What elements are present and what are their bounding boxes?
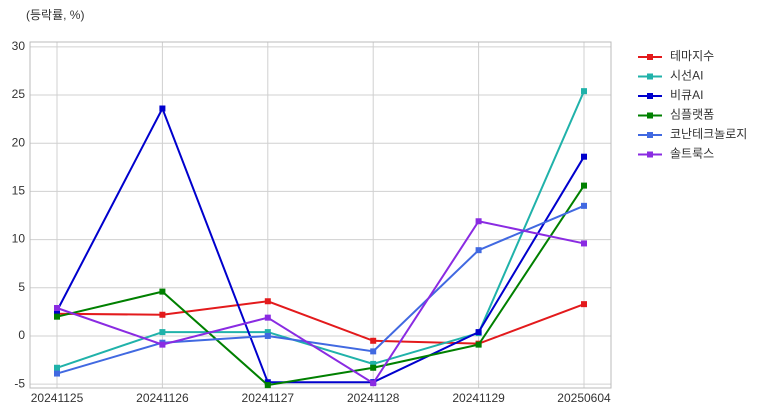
plot-frame <box>29 41 612 389</box>
point <box>264 332 271 339</box>
point <box>264 314 271 321</box>
x-tick-label: 20241125 <box>31 391 84 405</box>
series-line <box>56 106 585 384</box>
point <box>370 337 377 344</box>
series-line <box>56 185 585 387</box>
point <box>475 341 482 348</box>
point <box>159 329 166 336</box>
point <box>581 202 587 209</box>
point <box>54 364 60 371</box>
point <box>159 288 166 295</box>
x-tick-label: 20241129 <box>452 391 505 405</box>
series-line <box>56 90 585 369</box>
y-tick-label: 25 <box>12 87 26 101</box>
point <box>159 311 166 318</box>
point <box>54 313 60 320</box>
point <box>581 301 587 308</box>
point <box>475 218 482 225</box>
series-line <box>56 220 585 385</box>
y-tick-label: -5 <box>14 376 25 390</box>
point <box>370 348 377 355</box>
y-tick-label: 0 <box>18 328 25 342</box>
legend-marker <box>647 112 653 119</box>
point <box>370 364 377 371</box>
point <box>475 247 482 254</box>
point <box>264 298 271 305</box>
point <box>581 240 587 247</box>
point <box>54 370 60 377</box>
legend-marker <box>647 73 653 80</box>
legend-marker <box>647 54 653 60</box>
legend-marker <box>647 93 653 99</box>
point <box>264 329 271 336</box>
legend-label: 코난테크놀로지 <box>670 127 747 141</box>
x-tick-label: 20241126 <box>136 391 189 405</box>
legend-label: 심플랫폼 <box>670 108 714 122</box>
legend-label: 시선AI <box>670 69 703 83</box>
y-tick-label: 30 <box>12 39 26 53</box>
legend-marker <box>647 132 653 138</box>
y-tick-label: 20 <box>12 135 26 149</box>
point <box>54 305 60 312</box>
point <box>475 329 482 336</box>
legend-marker <box>647 151 653 158</box>
series-line <box>56 300 585 345</box>
point <box>264 382 271 389</box>
x-tick-label: 20241127 <box>242 391 295 405</box>
legend-label: 솔트룩스 <box>670 147 714 161</box>
x-tick-label: 20241128 <box>347 391 400 405</box>
point <box>159 105 166 112</box>
point <box>159 341 166 348</box>
legend-label: 테마지수 <box>670 49 714 63</box>
point <box>370 380 377 387</box>
point <box>581 153 587 160</box>
point <box>581 182 587 189</box>
legend-label: 비큐AI <box>670 88 703 102</box>
series-line <box>56 204 585 375</box>
y-tick-label: 5 <box>18 280 25 294</box>
y-tick-label: 10 <box>12 232 26 246</box>
y-tick-label: 15 <box>12 184 26 198</box>
point <box>370 360 377 367</box>
x-tick-label: 20250604 <box>557 391 611 405</box>
point <box>581 88 587 95</box>
y-axis-label: (등락률, %) <box>26 8 84 22</box>
